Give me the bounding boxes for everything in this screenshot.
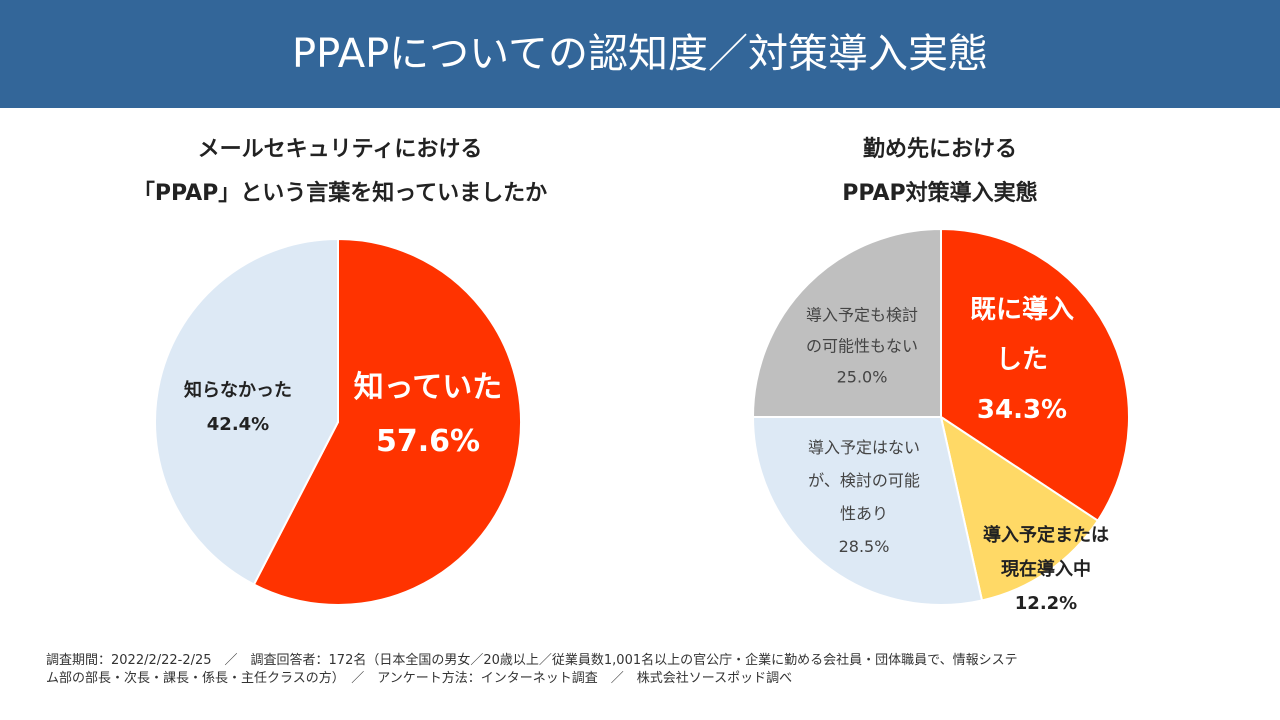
pie-slice [939, 414, 1100, 602]
title-line: メールセキュリティにおける [197, 137, 483, 162]
slice-label-planned: 導入予定または 現在導入中 12.2% [983, 525, 1109, 614]
slice-label-introduced: 既に導入 した 34.3% [969, 295, 1075, 425]
footnote: 調査期間：2022/2/22-2/25 ／ 調査回答者：172名（日本全国の男女… [46, 652, 1246, 688]
chart-2-title: 勤め先における PPAP対策導入実態 [700, 128, 1180, 216]
slice-label-none: 導入予定も検討 の可能性もない 25.0% [805, 305, 919, 387]
slice-label-unknown: 知らなかった 42.4% [184, 380, 292, 435]
pie-slice [751, 416, 984, 606]
title-line: 勤め先における [862, 137, 1017, 162]
pie-slice [751, 227, 942, 418]
pie-slice [154, 237, 339, 586]
slice-label-considering: 導入予定はない が、検討の可能 性あり 28.5% [807, 438, 921, 556]
chart-1-title: メールセキュリティにおける 「PPAP」という言葉を知っていましたか [60, 128, 620, 216]
title-line: PPAP対策導入実態 [842, 181, 1038, 206]
slice-label-known: 知っていた 57.6% [353, 370, 503, 459]
pie-slice [252, 237, 522, 606]
footnote-line: 調査期間：2022/2/22-2/25 ／ 調査回答者：172名（日本全国の男女… [46, 653, 1018, 668]
footnote-line: ム部の部長・次長・課長・係長・主任クラスの方） ／ アンケート方法：インターネッ… [46, 671, 793, 686]
page-title: PPAPについての認知度／対策導入実態 [0, 0, 1280, 108]
title-line: 「PPAP」という言葉を知っていましたか [132, 181, 548, 206]
